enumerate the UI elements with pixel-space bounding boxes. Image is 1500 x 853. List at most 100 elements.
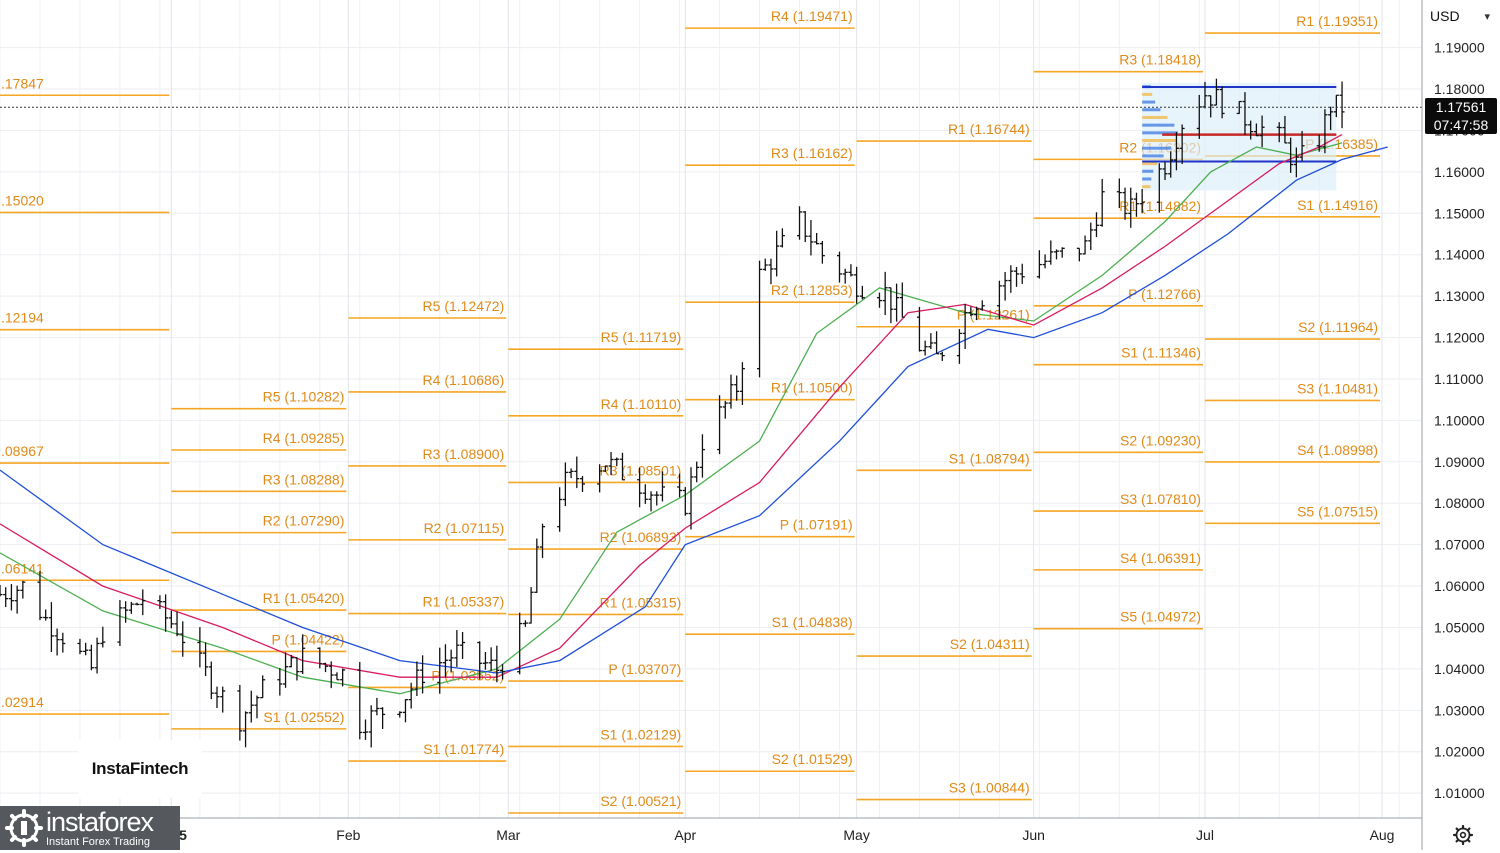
y-tick-label: 1.04000 (1434, 661, 1485, 677)
volume-profile-row (1142, 169, 1154, 173)
price-bar (722, 400, 728, 419)
price-bar (437, 647, 443, 694)
volume-profile-box (1142, 82, 1337, 191)
pivot-label: S5 (1.07515) (1297, 503, 1378, 519)
price-bar (534, 538, 540, 593)
price-bar (916, 306, 922, 352)
pivot-label: R2 (1.07115) (424, 520, 505, 536)
price-bar (819, 241, 825, 264)
price-bar (260, 675, 266, 699)
instaforex-tagline: Instant Forex Trading (46, 836, 150, 848)
price-bar (1276, 122, 1282, 143)
price-bar (1122, 187, 1128, 220)
y-tick-label: 1.12000 (1434, 330, 1485, 346)
price-bar (1333, 94, 1339, 118)
price-bar (157, 595, 163, 609)
pivot-label: R4 (1.19471) (771, 8, 853, 24)
price-bar (939, 351, 945, 362)
pivot-label: S1 (1.02552) (263, 709, 344, 725)
pivot-label: S2 (1.11964) (1298, 319, 1378, 335)
pivot-label: R2 (1.06893) (600, 529, 682, 545)
pivot-label: .02914 (1, 694, 44, 710)
price-bar (1236, 100, 1242, 115)
pivot-label: R1 (1.14882) (1119, 198, 1201, 214)
moving-average-mid (0, 134, 1343, 678)
price-bar (1208, 95, 1214, 118)
y-tick-label: 1.08000 (1434, 495, 1485, 511)
pivot-label: P (1.07191) (780, 517, 853, 533)
price-bar (699, 434, 705, 478)
y-tick-label: 1.06000 (1434, 578, 1485, 594)
price-bar (962, 303, 968, 350)
y-tick-label: 1.14000 (1434, 247, 1485, 263)
price-bar (717, 395, 723, 455)
volume-profile-row (1142, 154, 1164, 158)
instafintech-watermark: InstaFintech (78, 740, 202, 798)
settings-button[interactable] (1450, 822, 1476, 848)
y-tick-label: 1.09000 (1434, 454, 1485, 470)
price-bar (328, 661, 334, 689)
price-bar (517, 612, 523, 675)
price-bar (648, 491, 654, 512)
price-bar (168, 610, 174, 629)
price-bar (1322, 109, 1328, 154)
price-bar (283, 652, 289, 688)
pivot-label: R1 (1.05420) (263, 590, 345, 606)
price-bar (1008, 265, 1014, 293)
price-bar (608, 451, 614, 476)
price-bar (842, 268, 848, 284)
price-bar (1014, 266, 1020, 287)
pivot-label: .17847 (1, 75, 44, 91)
price-bar (323, 662, 329, 673)
price-bar (482, 651, 488, 670)
price-bar (1156, 163, 1162, 213)
watermark-text: InstaFintech (91, 759, 189, 778)
volume-profile-row (1142, 185, 1151, 189)
price-bar (420, 655, 426, 694)
price-bar (757, 260, 763, 378)
pivot-label: R2 (1.07290) (263, 513, 345, 529)
y-tick-label: 1.02000 (1434, 744, 1485, 760)
y-tick-label: 1.07000 (1434, 537, 1485, 553)
price-bar (128, 601, 134, 614)
price-bar (288, 654, 294, 668)
pivot-label: R1 (1.05337) (423, 594, 505, 610)
price-bar (859, 285, 865, 300)
price-bar (0, 585, 3, 597)
pivot-label: S3 (1.07810) (1120, 491, 1201, 507)
volume-profile-row (1142, 139, 1177, 143)
price-bar (300, 634, 306, 675)
currency-label: USD (1430, 8, 1460, 24)
pivot-label: R4 (1.09285) (263, 430, 345, 446)
price-bars (0, 78, 1345, 748)
price-bar (174, 611, 180, 637)
price-bar (882, 271, 888, 316)
volume-profile-row (1142, 177, 1152, 181)
pivot-label: S1 (1.02129) (600, 726, 681, 742)
x-tick-label: May (843, 827, 869, 843)
price-bar (888, 287, 894, 324)
price-bar (739, 362, 745, 406)
price-bar (1293, 147, 1299, 178)
price-bar (528, 587, 534, 624)
price-bar (254, 695, 260, 719)
price-bar (1253, 123, 1259, 137)
currency-select[interactable]: USD ▾ (1426, 4, 1496, 28)
price-bar (728, 374, 734, 409)
price-bar (1054, 249, 1060, 260)
price-bar (894, 283, 900, 322)
price-bar (334, 672, 340, 681)
price-bar (500, 664, 506, 680)
price-bar (402, 699, 408, 723)
price-bar (1099, 179, 1105, 227)
price-bar (220, 686, 226, 713)
instaforex-logo: instaforex Instant Forex Trading (0, 806, 180, 850)
pivot-label: S2 (1.00521) (600, 793, 681, 809)
price-bar (77, 638, 83, 655)
price-bar (408, 682, 414, 709)
price-bar (180, 621, 186, 657)
price-bar (357, 662, 363, 740)
price-bar (619, 452, 625, 481)
price-bar (848, 264, 854, 277)
